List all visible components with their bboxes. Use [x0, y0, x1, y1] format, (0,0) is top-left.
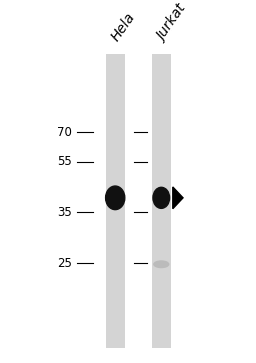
Ellipse shape: [154, 261, 169, 268]
Text: 55: 55: [57, 155, 72, 168]
Text: Hela: Hela: [109, 10, 138, 44]
Bar: [106, 54, 125, 348]
Bar: [152, 54, 171, 348]
Ellipse shape: [153, 187, 169, 208]
Text: 70: 70: [57, 126, 72, 139]
Text: 35: 35: [57, 206, 72, 219]
Text: 25: 25: [57, 257, 72, 270]
Ellipse shape: [106, 186, 125, 210]
Polygon shape: [173, 187, 183, 209]
Text: Jurkat: Jurkat: [155, 2, 190, 44]
